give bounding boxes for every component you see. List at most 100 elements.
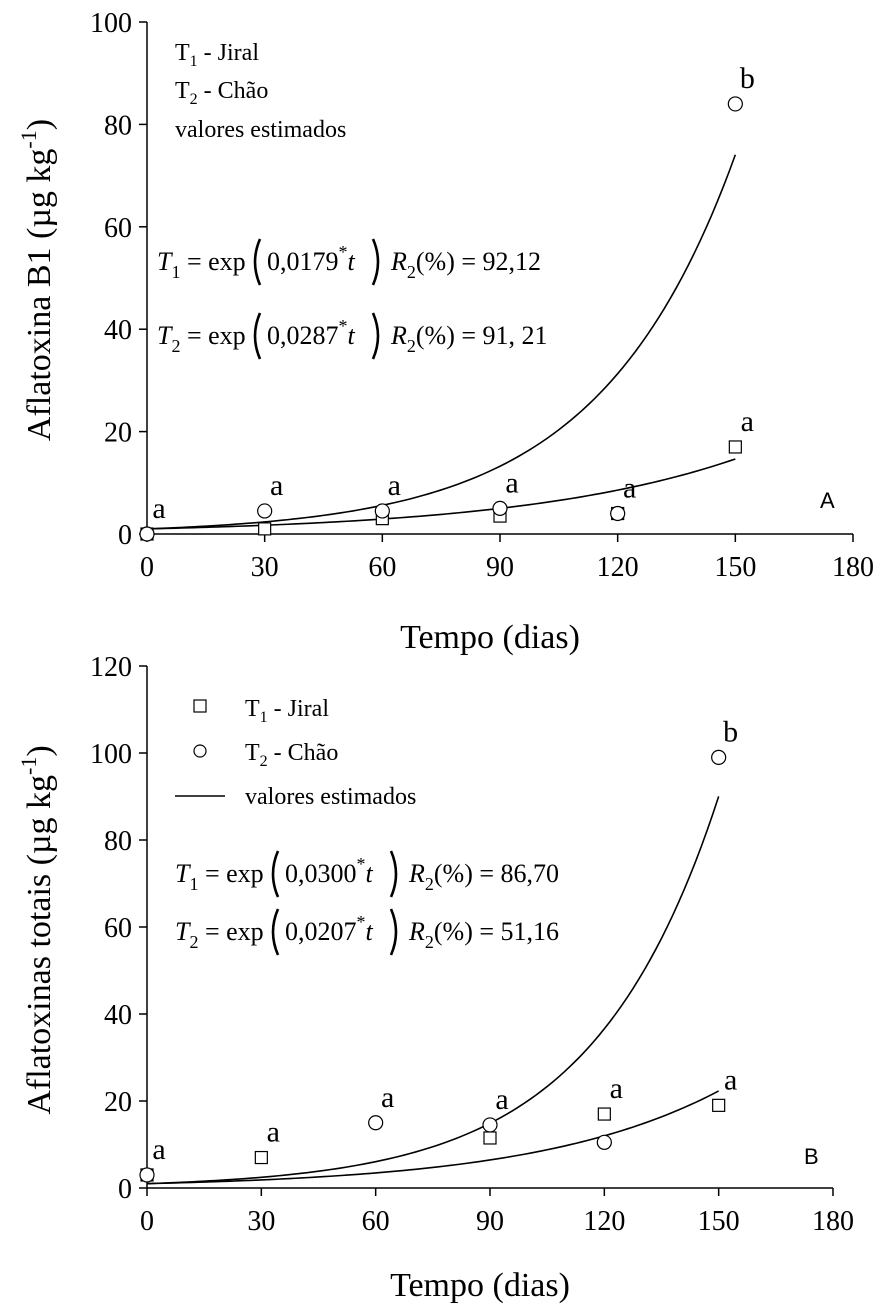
significance-letter: a — [270, 469, 283, 502]
significance-letter: a — [152, 492, 165, 525]
significance-letter: b — [740, 62, 755, 95]
legend-entry: T2 - Chão — [175, 78, 268, 108]
equation-2: T2 = exp 0,0207*t R2(%) = 51,16 — [175, 908, 559, 956]
equation-r2: R2(%) = 91, 21 — [390, 321, 548, 356]
y-tick-label: 60 — [104, 913, 132, 944]
chart-panel-a: 0 30 60 90 120 150 180 0 20 40 60 80 100 Tempo (dias)… — [16, 8, 874, 656]
x-tick-label: 150 — [714, 552, 756, 583]
significance-letter: a — [610, 1072, 623, 1105]
equation-r2: R2(%) = 92,12 — [390, 247, 541, 282]
equation-lhs: T1 = exp — [157, 247, 246, 282]
fitted-curve-1 — [146, 796, 720, 1185]
equation-r2: R2(%) = 51,16 — [408, 917, 559, 952]
x-tick-label: 180 — [812, 1206, 854, 1237]
equation-paren-open — [271, 908, 280, 956]
legend-entry: T1 - Jiral — [245, 696, 329, 726]
equation-lhs: T2 = exp — [175, 917, 264, 952]
equation-body: 0,0300*t — [285, 854, 374, 888]
legend-marker-square — [193, 699, 207, 713]
data-point-circle — [139, 526, 155, 542]
x-axis-label: Tempo (dias) — [400, 619, 580, 656]
x-tick-label: 30 — [247, 1206, 275, 1237]
equation-body: 0,0207*t — [285, 912, 374, 946]
legend-marker-circle — [193, 744, 207, 758]
equation-1: T1 = exp 0,0300*t R2(%) = 86,70 — [175, 850, 559, 898]
data-point-square — [483, 1131, 497, 1145]
y-tick-label: 100 — [90, 8, 132, 39]
y-tick-label: 20 — [104, 418, 132, 449]
chart-panel-b: 0 30 60 90 120 150 180 0 20 40 60 80 100 120 Tempo (di… — [16, 652, 854, 1304]
panel-label: A — [820, 488, 835, 513]
legend-entry: T2 - Chão — [245, 740, 338, 770]
x-axis-label: Tempo (dias) — [390, 1267, 570, 1304]
x-tick-label: 60 — [368, 552, 396, 583]
y-tick-label: 120 — [90, 652, 132, 683]
y-tick-label: 40 — [104, 315, 132, 346]
equation-paren-close — [371, 312, 380, 360]
data-point-square — [597, 1107, 611, 1121]
equation-lhs: T1 = exp — [175, 859, 264, 894]
data-point-circle — [139, 1167, 155, 1183]
equation-paren-close — [371, 238, 380, 286]
y-tick-label: 100 — [90, 739, 132, 770]
x-tick-label: 0 — [140, 552, 154, 583]
data-point-square — [254, 1150, 268, 1165]
equation-paren-open — [253, 312, 262, 360]
x-tick-label: 120 — [583, 1206, 625, 1237]
y-tick-label: 40 — [104, 1000, 132, 1031]
equation-paren-close — [389, 850, 398, 898]
data-point-circle — [596, 1134, 612, 1150]
equation-lhs: T2 = exp — [157, 321, 246, 356]
significance-letter: b — [723, 715, 738, 748]
significance-letter: a — [724, 1063, 737, 1096]
equation-body: 0,0179*t — [267, 242, 356, 276]
significance-letter: a — [267, 1116, 280, 1149]
significance-letter: a — [623, 472, 636, 505]
data-point-square — [728, 440, 742, 454]
x-tick-label: 90 — [476, 1206, 504, 1237]
x-tick-label: 150 — [698, 1206, 740, 1237]
legend-entry: valores estimados — [245, 784, 416, 810]
data-point-circle — [711, 749, 727, 765]
x-tick-label: 90 — [486, 552, 514, 583]
data-point-circle — [368, 1115, 384, 1131]
legend-entry: valores estimados — [175, 117, 346, 143]
y-axis-label: Aflatoxina B1 (µg kg-1) — [16, 119, 58, 441]
fitted-curve-2 — [146, 1090, 720, 1185]
x-tick-label: 30 — [251, 552, 279, 583]
data-point-circle — [257, 503, 273, 519]
y-axis-label: Aflatoxinas totais (µg kg-1) — [16, 745, 58, 1114]
y-tick-label: 60 — [104, 213, 132, 244]
equation-body: 0,0287*t — [267, 316, 356, 350]
significance-letter: a — [505, 466, 518, 499]
equation-paren-open — [253, 238, 262, 286]
y-tick-label: 80 — [104, 826, 132, 857]
data-point-circle — [610, 505, 626, 522]
equation-paren-open — [271, 850, 280, 898]
panel-label: B — [804, 1144, 819, 1169]
equation-paren-close — [389, 908, 398, 956]
data-point-circle — [482, 1117, 498, 1133]
data-point-square — [712, 1098, 726, 1112]
equation-1: T1 = exp 0,0179*t R2(%) = 92,12 — [157, 238, 541, 286]
data-point-circle — [374, 503, 390, 519]
equation-2: T2 = exp 0,0287*t R2(%) = 91, 21 — [157, 312, 548, 360]
significance-letter: a — [381, 1081, 394, 1114]
significance-letter: a — [495, 1083, 508, 1116]
x-tick-label: 120 — [597, 552, 639, 583]
fitted-curve-2 — [146, 154, 737, 530]
y-tick-label: 20 — [104, 1087, 132, 1118]
equation-r2: R2(%) = 86,70 — [408, 859, 559, 894]
data-point-square — [258, 522, 272, 536]
y-tick-label: 0 — [118, 520, 132, 551]
data-point-circle — [727, 96, 743, 112]
x-tick-label: 0 — [140, 1206, 154, 1237]
x-tick-label: 180 — [832, 552, 874, 583]
fitted-curve-1 — [146, 458, 736, 530]
y-tick-label: 80 — [104, 110, 132, 141]
significance-letter: a — [152, 1133, 165, 1166]
y-tick-label: 0 — [118, 1174, 132, 1205]
legend-entry: T1 - Jiral — [175, 40, 259, 70]
significance-letter: a — [741, 405, 754, 438]
